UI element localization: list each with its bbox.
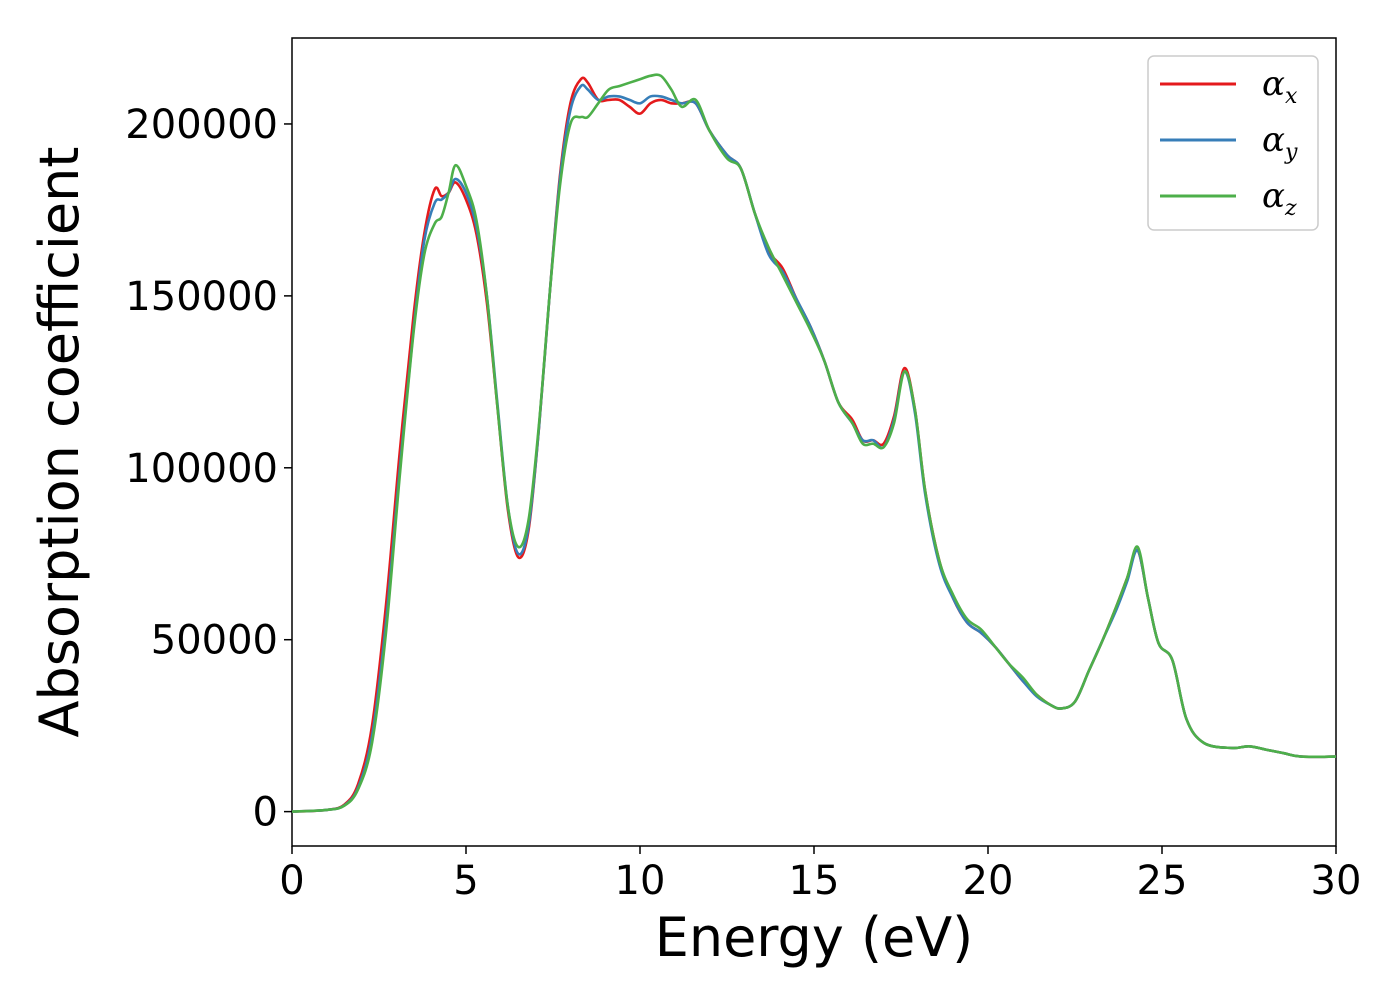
x-tick-label: 30 bbox=[1311, 858, 1362, 904]
x-tick-label: 20 bbox=[963, 858, 1014, 904]
series-layer bbox=[292, 73, 1336, 813]
y-tick-label: 0 bbox=[253, 790, 278, 836]
x-tick-label: 15 bbox=[789, 858, 840, 904]
x-axis: 0 5 10 15 20 25 30 bbox=[279, 846, 1361, 904]
x-tick-label: 25 bbox=[1137, 858, 1188, 904]
y-tick-label: 150000 bbox=[125, 274, 278, 320]
x-tick-label: 5 bbox=[453, 858, 478, 904]
y-axis-label: Absorption coefficient bbox=[28, 147, 91, 738]
legend-box bbox=[1147, 55, 1319, 231]
series-line-z bbox=[292, 73, 1336, 813]
x-axis-label: Energy (eV) bbox=[655, 906, 974, 969]
x-tick-label: 0 bbox=[279, 858, 304, 904]
y-tick-label: 200000 bbox=[125, 102, 278, 148]
legend-label-z: αz bbox=[1262, 176, 1297, 221]
y-axis: 0 50000 100000 150000 200000 bbox=[125, 102, 292, 836]
legend-label-x: αx bbox=[1262, 64, 1298, 109]
y-tick-label: 100000 bbox=[125, 446, 278, 492]
legend-label-y: αy bbox=[1262, 120, 1298, 165]
y-tick-label: 50000 bbox=[151, 618, 278, 664]
x-tick-label: 10 bbox=[615, 858, 666, 904]
legend: αx αy αz bbox=[1147, 55, 1319, 231]
